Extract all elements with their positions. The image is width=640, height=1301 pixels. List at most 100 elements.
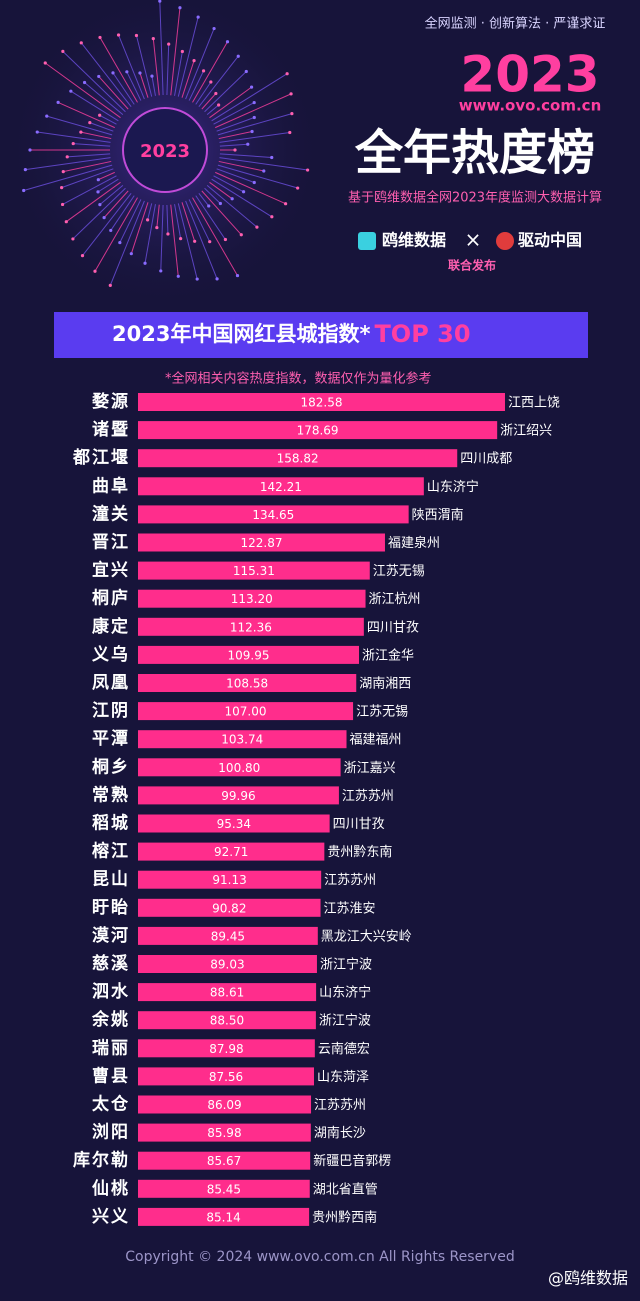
ray bbox=[62, 175, 117, 205]
ray-dot bbox=[111, 71, 115, 75]
ray bbox=[177, 203, 198, 280]
ray-dot bbox=[262, 169, 266, 173]
ray-dot bbox=[22, 188, 26, 193]
region-label: 江苏苏州 bbox=[342, 788, 394, 804]
value-label: 89.03 bbox=[210, 958, 244, 972]
ray bbox=[219, 131, 290, 143]
ray-dot bbox=[102, 216, 106, 220]
ray bbox=[98, 76, 129, 110]
ray-dot bbox=[65, 155, 69, 159]
region-label: 四川成都 bbox=[460, 452, 512, 467]
ray bbox=[156, 204, 160, 228]
year: 2023 bbox=[460, 46, 599, 104]
bar bbox=[138, 421, 498, 440]
ray bbox=[211, 73, 288, 122]
ray bbox=[209, 86, 252, 119]
region-label: 江西上饶 bbox=[508, 396, 560, 411]
ray-dot bbox=[233, 148, 237, 152]
logo-icon bbox=[496, 232, 514, 250]
ray-dot bbox=[28, 148, 32, 152]
value-label: 134.65 bbox=[252, 508, 294, 522]
ray bbox=[218, 131, 253, 140]
ray bbox=[126, 71, 142, 101]
ray bbox=[99, 37, 138, 103]
region-label: 浙江嘉兴 bbox=[344, 761, 396, 776]
bar bbox=[138, 393, 505, 411]
ray-dot bbox=[208, 240, 212, 244]
category-label: 平潭 bbox=[92, 729, 130, 749]
ray bbox=[82, 193, 132, 256]
ray bbox=[188, 199, 211, 242]
ray bbox=[195, 81, 212, 105]
title-banner bbox=[54, 312, 588, 358]
region-label: 四川甘孜 bbox=[333, 817, 385, 832]
ray bbox=[166, 44, 170, 96]
region-label: 浙江宁波 bbox=[320, 957, 372, 973]
ray-dot bbox=[180, 49, 184, 54]
ray bbox=[97, 178, 119, 193]
value-label: 85.67 bbox=[207, 1154, 241, 1168]
ray-dot bbox=[155, 225, 159, 230]
ray-dot bbox=[296, 186, 300, 190]
bar bbox=[138, 1039, 315, 1058]
ray-dot bbox=[71, 237, 75, 241]
ray bbox=[62, 50, 126, 113]
ray bbox=[195, 195, 226, 240]
bar bbox=[138, 955, 317, 973]
chart-title-highlight: TOP 30 bbox=[374, 320, 470, 348]
ray-dot bbox=[60, 186, 64, 190]
region-label: 山东济宁 bbox=[427, 479, 479, 495]
ray-dot bbox=[98, 113, 102, 117]
category-label: 余姚 bbox=[91, 1009, 130, 1030]
region-label: 浙江绍兴 bbox=[500, 424, 552, 439]
ray bbox=[211, 178, 273, 218]
ray bbox=[147, 203, 153, 220]
ray-dot bbox=[151, 37, 155, 41]
bar bbox=[138, 1123, 311, 1142]
chart-subtitle: *全网相关内容热度指数，数据仅作为量化参考 bbox=[165, 371, 432, 387]
ray bbox=[99, 114, 117, 125]
ray bbox=[159, 1, 164, 96]
ray-dot bbox=[150, 74, 154, 78]
bar bbox=[138, 842, 325, 861]
ray bbox=[109, 200, 145, 286]
value-label: 122.87 bbox=[240, 536, 282, 550]
joint-release: 联合发布 bbox=[448, 258, 496, 273]
ray-dot bbox=[64, 220, 68, 224]
ray bbox=[198, 193, 210, 207]
ray bbox=[219, 143, 248, 147]
ray-dot bbox=[159, 269, 163, 273]
category-label: 浏阳 bbox=[92, 1122, 130, 1143]
ray-dot bbox=[289, 92, 293, 96]
ray bbox=[219, 157, 308, 171]
ray-dot bbox=[192, 59, 196, 63]
connector: × bbox=[465, 228, 482, 252]
bar bbox=[138, 786, 339, 805]
ray bbox=[44, 62, 121, 119]
category-label: 仙桃 bbox=[92, 1178, 130, 1199]
partner-1: 鸥维数据 bbox=[382, 231, 446, 250]
category-label: 康定 bbox=[92, 616, 130, 637]
ray bbox=[204, 71, 247, 113]
ray-dot bbox=[252, 180, 256, 185]
ray bbox=[70, 90, 119, 122]
ray bbox=[135, 35, 153, 97]
ray bbox=[23, 164, 113, 191]
ray bbox=[198, 55, 239, 107]
ray bbox=[181, 60, 195, 98]
bar bbox=[138, 589, 366, 608]
region-label: 湖北省直管 bbox=[313, 1182, 378, 1197]
ray bbox=[80, 42, 132, 107]
ray bbox=[206, 104, 219, 116]
ray-dot bbox=[23, 168, 27, 172]
category-label: 曲阜 bbox=[92, 475, 130, 496]
bar bbox=[138, 926, 318, 945]
region-label: 贵州黔西南 bbox=[312, 1209, 377, 1225]
ray-dot bbox=[250, 129, 254, 134]
ray bbox=[57, 101, 115, 129]
region-label: 黑龙江大兴安岭 bbox=[321, 929, 412, 944]
ray bbox=[174, 204, 182, 239]
description: 基于鸥维数据全网2023年度监测大数据计算 bbox=[348, 190, 602, 206]
